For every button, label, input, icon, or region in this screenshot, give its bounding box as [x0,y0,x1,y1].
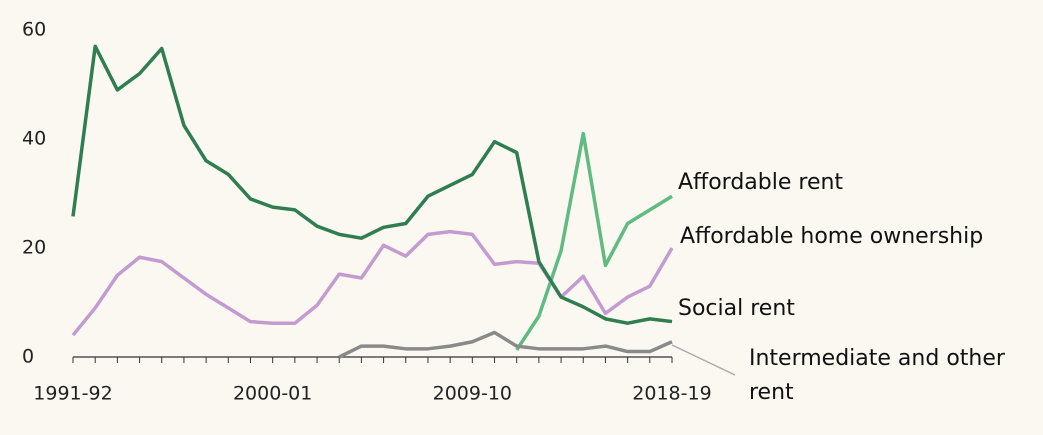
series-line [71,229,674,337]
x-tick-label: 2018-19 [632,383,711,405]
series-label: Affordable home ownership [680,224,984,249]
y-tick-label: 40 [22,128,46,150]
leader-line [671,344,736,376]
x-tick-label: 1991-92 [33,383,112,405]
series-line [515,131,673,351]
series-line [338,330,673,359]
y-tick-label: 0 [22,346,34,368]
series-label: Social rent [678,296,795,321]
series-label: Intermediate and other rent [749,346,1005,405]
y-tick-label: 60 [22,19,46,41]
series-label: Affordable rent [678,170,844,195]
x-tick-label: 2000-01 [233,383,312,405]
x-tick-label: 2009-10 [433,383,512,405]
y-tick-label: 20 [22,237,46,259]
series-line [71,44,673,325]
